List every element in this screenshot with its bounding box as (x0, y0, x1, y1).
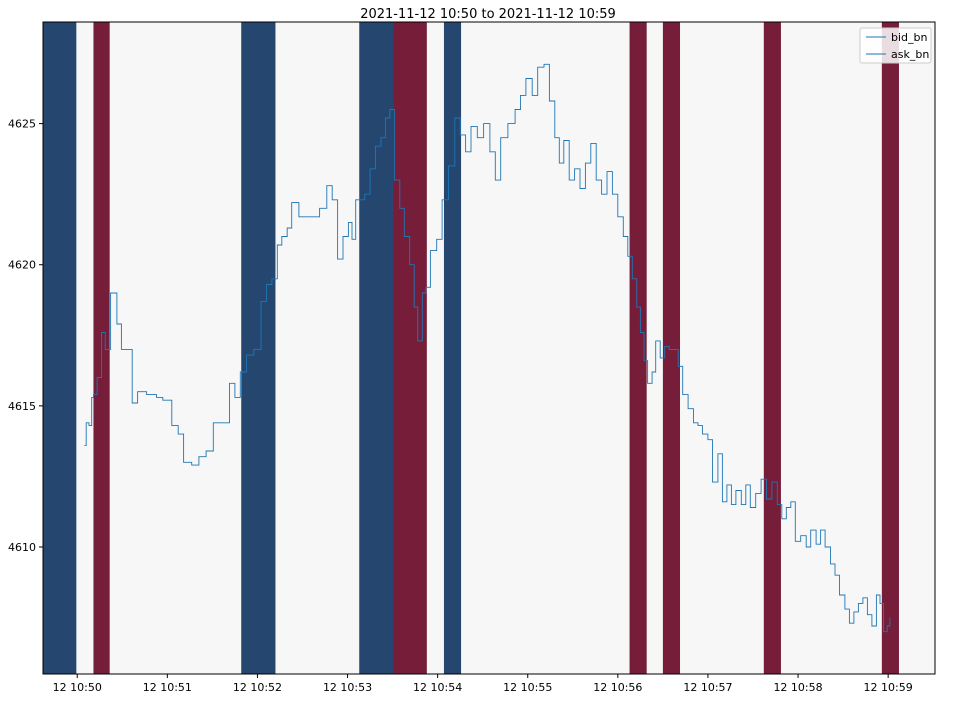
legend-label-bid-bn: bid_bn (891, 31, 928, 44)
x-tick-label: 12 10:50 (53, 681, 102, 694)
x-tick-label: 12 10:55 (503, 681, 552, 694)
y-axis: 4610 4615 4620 4625 (8, 118, 43, 554)
x-tick-label: 12 10:51 (143, 681, 192, 694)
x-axis: 12 10:50 12 10:51 12 10:52 12 10:53 12 10:54… (53, 674, 913, 694)
band-sell-6 (629, 22, 647, 674)
x-tick-label: 12 10:59 (864, 681, 913, 694)
plot-frame (42, 21, 936, 675)
band-buy-5 (443, 22, 462, 674)
legend-label-ask-bn: ask_bn (891, 48, 929, 61)
band-sell-7 (662, 22, 681, 674)
series-line-0 (84, 63, 891, 633)
y-tick-label: 4620 (8, 259, 36, 272)
band-sell-8 (763, 22, 781, 674)
x-tick-label: 12 10:54 (413, 681, 462, 694)
y-tick-label: 4615 (8, 400, 36, 413)
band-buy-0 (43, 22, 77, 674)
signal-bands (43, 22, 899, 674)
x-tick-label: 12 10:58 (773, 681, 822, 694)
x-tick-label: 12 10:53 (323, 681, 372, 694)
y-tick-label: 4610 (8, 541, 36, 554)
y-tick-label: 4625 (8, 118, 36, 131)
band-buy-2 (241, 22, 276, 674)
band-sell-9 (881, 22, 899, 674)
legend: bid_bn ask_bn (859, 27, 932, 64)
x-tick-label: 12 10:56 (593, 681, 642, 694)
band-buy-3 (359, 22, 394, 674)
price-lines (84, 63, 891, 633)
plot-background (43, 22, 935, 674)
band-sell-4 (393, 22, 427, 674)
x-tick-label: 12 10:57 (683, 681, 732, 694)
chart-title: 2021-11-12 10:50 to 2021-11-12 10:59 (360, 7, 616, 22)
x-tick-label: 12 10:52 (233, 681, 282, 694)
